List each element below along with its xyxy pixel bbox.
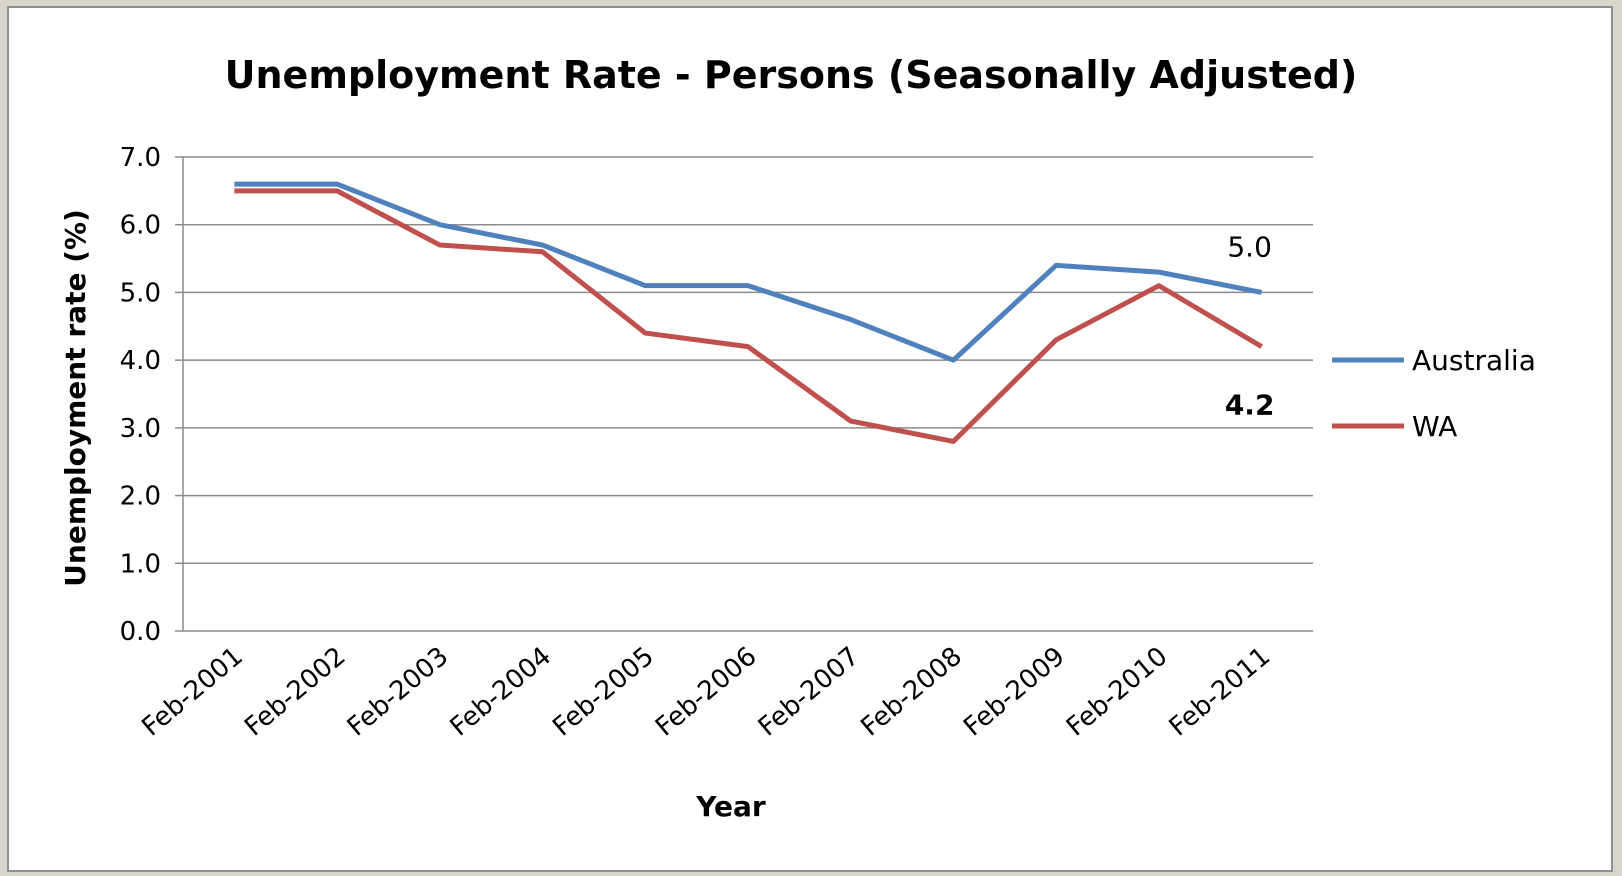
y-tick-label: 1.0 [120,549,161,579]
x-tick-label: Feb-2004 [445,641,557,742]
data-label: 5.0 [1227,230,1272,263]
x-tick-label: Feb-2003 [342,641,454,742]
y-tick-labels: 0.0 1.0 2.0 3.0 4.0 5.0 6.0 7.0 [120,143,161,647]
y-axis-title: Unemployment rate (%) [59,209,92,587]
x-tick-label: Feb-2008 [856,641,968,742]
x-tick-label: Feb-2005 [547,641,659,742]
x-tick-label: Feb-2010 [1061,641,1173,742]
y-tick-label: 2.0 [120,482,161,512]
x-tick-labels: Feb-2001Feb-2002Feb-2003Feb-2004Feb-2005… [136,641,1276,742]
x-tick-label: Feb-2011 [1164,641,1276,742]
series-line-australia [234,181,1263,363]
y-tick-label: 0.0 [120,617,161,647]
y-tick-label: 5.0 [120,278,161,308]
x-tick-label: Feb-2009 [958,641,1070,742]
line-chart: Unemployment Rate - Persons (Seasonally … [59,53,1536,823]
chart-frame: Unemployment Rate - Persons (Seasonally … [7,6,1613,872]
data-labels: 5.0 4.2 [1225,230,1275,421]
y-tick-label: 7.0 [120,143,161,173]
y-tick-label: 6.0 [120,211,161,241]
x-axis-title: Year [695,790,766,823]
x-tick-label: Feb-2007 [753,641,865,742]
chart-title: Unemployment Rate - Persons (Seasonally … [225,53,1358,97]
x-tick-label: Feb-2001 [136,641,248,742]
legend-label-wa: WA [1412,410,1457,443]
x-tick-label: Feb-2002 [239,641,351,742]
series-line-wa [234,188,1263,444]
y-tick-label: 3.0 [120,414,161,444]
gridlines [183,156,1313,632]
axes [175,156,184,632]
legend-label-australia: Australia [1412,344,1536,377]
y-tick-label: 4.0 [120,346,161,376]
legend: Australia WA [1332,344,1536,443]
data-label: 4.2 [1225,389,1275,422]
series-lines [234,181,1263,444]
x-tick-label: Feb-2006 [650,641,762,742]
